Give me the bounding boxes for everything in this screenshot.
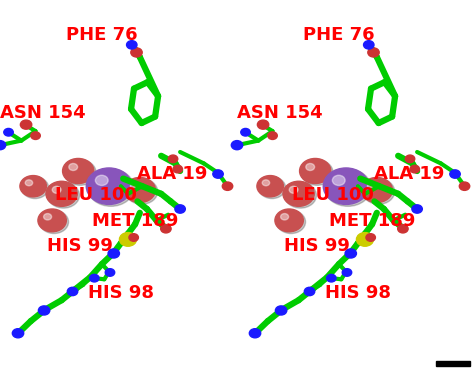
Circle shape <box>20 176 46 197</box>
Circle shape <box>213 170 223 178</box>
Circle shape <box>257 120 269 129</box>
Text: HIS 99: HIS 99 <box>47 237 113 255</box>
Circle shape <box>108 249 119 258</box>
Circle shape <box>332 175 345 185</box>
Circle shape <box>95 175 108 185</box>
Circle shape <box>38 306 50 315</box>
Circle shape <box>67 287 78 296</box>
Text: ALA 19: ALA 19 <box>374 165 445 183</box>
Circle shape <box>284 182 317 208</box>
Circle shape <box>262 180 270 186</box>
Circle shape <box>325 169 371 206</box>
Circle shape <box>276 210 306 234</box>
Circle shape <box>405 155 415 163</box>
Circle shape <box>368 48 379 57</box>
Circle shape <box>39 210 69 234</box>
Circle shape <box>222 182 233 190</box>
Circle shape <box>47 182 80 208</box>
Circle shape <box>241 128 250 136</box>
Circle shape <box>12 329 24 338</box>
Circle shape <box>21 177 49 199</box>
Circle shape <box>366 234 375 241</box>
Circle shape <box>124 177 155 203</box>
Circle shape <box>268 132 277 139</box>
Circle shape <box>168 155 178 163</box>
Circle shape <box>364 41 374 49</box>
Circle shape <box>131 48 142 57</box>
Text: HIS 98: HIS 98 <box>325 284 391 302</box>
Circle shape <box>46 181 77 206</box>
Bar <box>436 361 470 366</box>
Circle shape <box>20 120 32 129</box>
Circle shape <box>119 233 137 246</box>
Circle shape <box>300 158 331 184</box>
Circle shape <box>410 165 419 173</box>
Circle shape <box>412 205 422 213</box>
Circle shape <box>4 128 13 136</box>
Circle shape <box>38 209 66 232</box>
Circle shape <box>90 274 99 282</box>
Circle shape <box>88 169 134 206</box>
Circle shape <box>345 249 356 258</box>
Circle shape <box>0 141 6 150</box>
Circle shape <box>367 182 376 190</box>
Text: HIS 99: HIS 99 <box>284 237 350 255</box>
Circle shape <box>323 168 369 204</box>
Text: HIS 98: HIS 98 <box>88 284 154 302</box>
Text: PHE 76: PHE 76 <box>66 26 138 44</box>
Circle shape <box>450 170 460 178</box>
Circle shape <box>129 234 138 241</box>
Circle shape <box>361 177 392 203</box>
Circle shape <box>249 329 261 338</box>
Circle shape <box>161 225 171 233</box>
Text: ASN 154: ASN 154 <box>0 104 86 122</box>
Circle shape <box>304 287 315 296</box>
Circle shape <box>105 269 115 276</box>
Circle shape <box>275 209 303 232</box>
Circle shape <box>63 158 94 184</box>
Circle shape <box>301 160 333 185</box>
Circle shape <box>69 163 78 171</box>
Circle shape <box>25 180 33 186</box>
Circle shape <box>31 132 40 139</box>
Circle shape <box>231 141 243 150</box>
Circle shape <box>64 160 96 185</box>
Circle shape <box>398 225 408 233</box>
Text: ALA 19: ALA 19 <box>137 165 208 183</box>
Circle shape <box>306 163 315 171</box>
Circle shape <box>130 182 139 190</box>
Text: MET 189: MET 189 <box>329 212 416 230</box>
Text: MET 189: MET 189 <box>92 212 179 230</box>
Circle shape <box>289 186 298 193</box>
Circle shape <box>257 176 283 197</box>
Circle shape <box>86 168 132 204</box>
Circle shape <box>281 214 289 220</box>
Circle shape <box>127 41 137 49</box>
Circle shape <box>275 306 287 315</box>
Circle shape <box>283 181 314 206</box>
Circle shape <box>173 165 182 173</box>
Circle shape <box>258 177 286 199</box>
Circle shape <box>175 205 185 213</box>
Circle shape <box>342 269 352 276</box>
Circle shape <box>52 186 61 193</box>
Text: ASN 154: ASN 154 <box>237 104 323 122</box>
Text: LEU 100: LEU 100 <box>292 185 374 204</box>
Circle shape <box>459 182 470 190</box>
Circle shape <box>356 233 374 246</box>
Circle shape <box>363 179 395 204</box>
Circle shape <box>327 274 336 282</box>
Text: PHE 76: PHE 76 <box>303 26 375 44</box>
Text: LEU 100: LEU 100 <box>55 185 137 204</box>
Circle shape <box>44 214 52 220</box>
Circle shape <box>126 179 158 204</box>
